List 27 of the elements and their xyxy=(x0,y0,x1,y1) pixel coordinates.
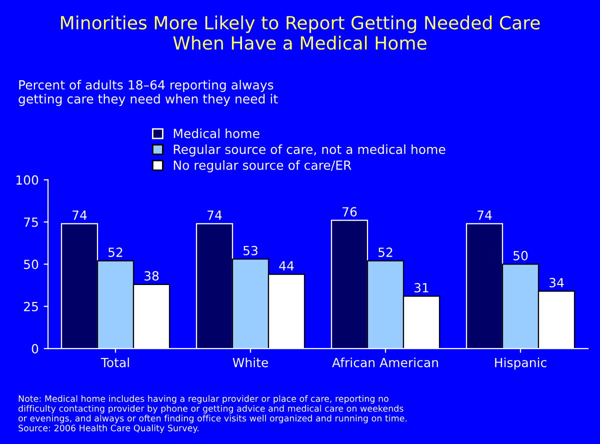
chart-title: Minorities More Likely to Report Getting Needed Care When Have a Medical Home xyxy=(61,16,540,50)
data-label: 50 xyxy=(514,250,528,260)
data-label: 44 xyxy=(279,261,294,270)
data-label: 74 xyxy=(208,210,222,220)
y-tick-label: 0 xyxy=(32,344,38,354)
y-tick-label: 100 xyxy=(16,175,38,185)
data-label: 53 xyxy=(244,246,258,256)
x-tick-label: White xyxy=(232,358,268,368)
y-tick-label: 50 xyxy=(24,260,38,270)
y-tick-label: 25 xyxy=(24,302,38,312)
data-label: 74 xyxy=(72,210,87,220)
text: Note: Medical home includes having a regular provider or place of care, reporting no difficulty contacting provider by phone or getting advice and medical care on weekends or evenings, and always or often finding office visits well organized and running on time. Source: 2006 Health Care Quality Survey. xyxy=(18,395,407,434)
y-tick-label: 75 xyxy=(24,218,38,227)
data-label: 31 xyxy=(414,282,428,292)
data-label: 76 xyxy=(342,207,357,216)
legend-label: No regular source of care/ER xyxy=(174,160,352,172)
x-tick-label: Hispanic xyxy=(495,358,546,370)
x-tick-label: African American xyxy=(332,358,438,368)
legend-label: Medical home xyxy=(174,128,260,138)
x-tick-label: Total xyxy=(100,358,129,368)
data-label: 74 xyxy=(478,210,492,220)
legend-label: Regular source of care, not a medical home xyxy=(174,144,446,156)
data-label: 34 xyxy=(550,278,564,288)
data-label: 38 xyxy=(144,271,159,281)
data-label: 52 xyxy=(108,248,122,257)
data-label: 52 xyxy=(378,248,392,257)
chart-subtitle: Percent of adults 18–64 reporting always getting care they need when they need it xyxy=(18,80,278,106)
